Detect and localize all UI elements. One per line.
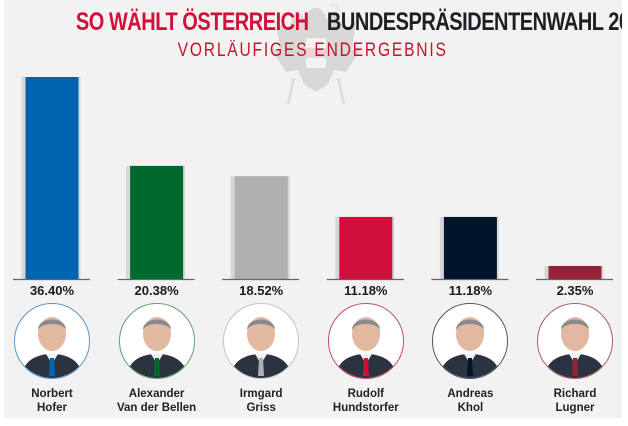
value-label: 11.18%: [344, 283, 388, 298]
portrait-icon: [118, 303, 195, 379]
last-name: Khol: [457, 402, 484, 414]
bar-6: [548, 265, 602, 279]
first-name: Rudolf: [347, 388, 384, 400]
value-label: 11.18%: [449, 283, 493, 298]
candidate-name: Andreas Khol: [420, 387, 520, 415]
candidate-name: Alexander Van der Bellen: [107, 387, 207, 415]
value-label: 18.52%: [239, 283, 284, 298]
portrait-icon: [223, 303, 300, 379]
bar-5: [443, 216, 497, 279]
candidate-card: Richard Lugner: [525, 303, 622, 415]
last-name: Griss: [246, 402, 276, 414]
austrian-eagle-crest-icon: [270, 3, 362, 105]
title-dark: BUNDESPRÄSIDENTENWAHL 2016: [326, 8, 622, 36]
bar-chart: 36.40% 20.38% 18.52% 11.18% 11.18% 2.35%: [13, 77, 613, 298]
bar-1: [25, 77, 79, 279]
candidate-name: Richard Lugner: [525, 387, 622, 415]
candidate-card: Norbert Hofer: [4, 303, 102, 415]
subtitle: VORLÄUFIGES ENDERGEBNIS: [177, 40, 449, 61]
first-name: Irmgard: [239, 388, 283, 400]
subtitle-row: VORLÄUFIGES ENDERGEBNIS: [4, 40, 622, 62]
bar-3: [234, 176, 288, 279]
portrait-icon: [327, 303, 404, 379]
title-red: SO WÄHLT ÖSTERREICH: [75, 8, 309, 36]
bar-2: [130, 165, 184, 279]
first-name: Richard: [553, 388, 597, 400]
value-label: 36.40%: [30, 283, 75, 298]
first-name: Norbert: [31, 388, 73, 400]
candidate-card: Irmgard Griss: [211, 303, 311, 415]
candidate-name: Rudolf Hundstorfer: [316, 387, 416, 415]
first-name: Alexander: [128, 388, 185, 400]
last-name: Hundstorfer: [332, 402, 399, 414]
last-name: Lugner: [555, 402, 595, 414]
candidate-card: Andreas Khol: [420, 303, 520, 415]
portrait-icon: [537, 303, 613, 379]
portrait-icon: [432, 303, 509, 379]
candidate-card: Rudolf Hundstorfer: [316, 303, 416, 415]
last-name: Van der Bellen: [116, 402, 197, 414]
infographic-panel: SO WÄHLT ÖSTERREICH BUNDESPRÄSIDENTENWAH…: [4, 0, 622, 418]
portrait-icon: [14, 303, 90, 379]
value-label: 20.38%: [135, 283, 180, 298]
last-name: Hofer: [36, 402, 68, 414]
value-label: 2.35%: [557, 283, 594, 298]
first-name: Andreas: [447, 388, 494, 400]
candidate-name: Norbert Hofer: [4, 387, 102, 415]
bar-4: [339, 216, 393, 279]
candidate-name: Irmgard Griss: [211, 387, 311, 415]
title: SO WÄHLT ÖSTERREICH BUNDESPRÄSIDENTENWAH…: [4, 8, 622, 37]
candidate-card: Alexander Van der Bellen: [107, 303, 207, 415]
